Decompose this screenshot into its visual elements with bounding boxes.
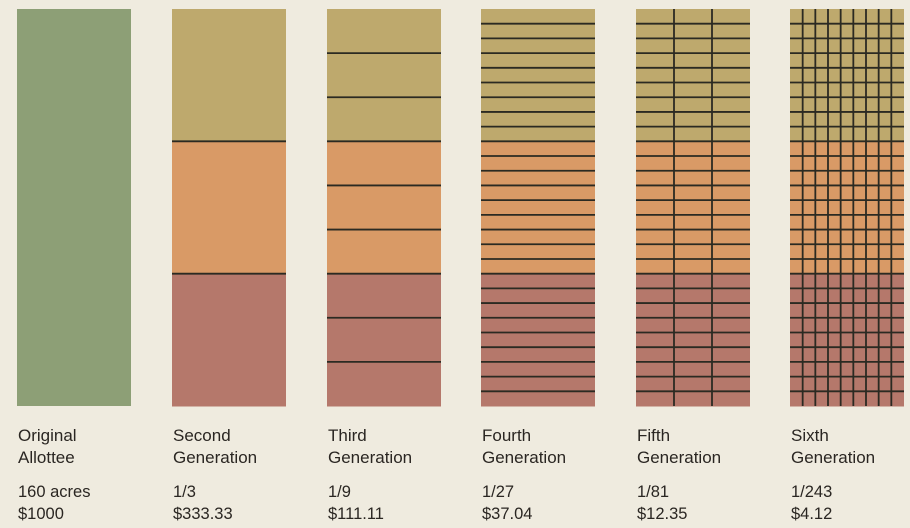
generation-columns: Original Allottee 160 acres $1000 Second Gene… bbox=[17, 9, 904, 523]
heir-band bbox=[636, 141, 750, 275]
heir-band bbox=[481, 141, 595, 275]
parcel-share: 1/243 bbox=[791, 483, 832, 501]
generation-label: Original bbox=[18, 426, 77, 445]
heir-band bbox=[481, 9, 595, 142]
heir-band bbox=[327, 141, 441, 275]
generation-column: Fourth Generation 1/27 $37.04 bbox=[481, 9, 595, 523]
generation-column: Original Allottee 160 acres $1000 bbox=[17, 9, 131, 523]
heir-band bbox=[636, 9, 750, 142]
generation-column: Fifth Generation 1/81 $12.35 bbox=[636, 9, 750, 523]
heir-band bbox=[172, 9, 286, 142]
parcel-share: 1/9 bbox=[328, 483, 351, 501]
parcel-value: $4.12 bbox=[791, 505, 832, 523]
parcel-value: $1000 bbox=[18, 505, 64, 523]
generation-column: Sixth Generation 1/243 $4.12 bbox=[790, 9, 904, 523]
generation-label: Third bbox=[328, 426, 367, 445]
generation-label: Fourth bbox=[482, 426, 531, 445]
generation-column: Third Generation 1/9 $111.11 bbox=[327, 9, 441, 523]
heir-band bbox=[790, 141, 904, 275]
generation-label: Fifth bbox=[637, 426, 670, 445]
parcel-share: 160 acres bbox=[18, 483, 90, 501]
heir-band bbox=[636, 273, 750, 407]
heir-band bbox=[481, 273, 595, 407]
heir-band bbox=[327, 9, 441, 142]
heir-band bbox=[172, 141, 286, 275]
generation-label: Generation bbox=[328, 448, 412, 467]
generation-label: Generation bbox=[482, 448, 566, 467]
parcel-value: $12.35 bbox=[637, 505, 687, 523]
generation-label: Generation bbox=[791, 448, 875, 467]
generation-label: Generation bbox=[637, 448, 721, 467]
parcel-value: $111.11 bbox=[328, 505, 384, 523]
generation-label: Sixth bbox=[791, 426, 829, 445]
parcel-share: 1/81 bbox=[637, 483, 669, 501]
heir-band bbox=[790, 9, 904, 142]
generation-label: Generation bbox=[173, 448, 257, 467]
heir-band bbox=[327, 273, 441, 407]
original-parcel bbox=[17, 9, 131, 406]
parcel-share: 1/27 bbox=[482, 483, 514, 501]
parcel-value: $333.33 bbox=[173, 505, 233, 523]
parcel-value: $37.04 bbox=[482, 505, 532, 523]
generation-column: Second Generation 1/3 $333.33 bbox=[172, 9, 286, 523]
heir-band bbox=[790, 273, 904, 407]
generation-label: Allottee bbox=[18, 448, 75, 467]
generation-label: Second bbox=[173, 426, 231, 445]
heir-band bbox=[172, 273, 286, 407]
parcel-share: 1/3 bbox=[173, 483, 196, 501]
